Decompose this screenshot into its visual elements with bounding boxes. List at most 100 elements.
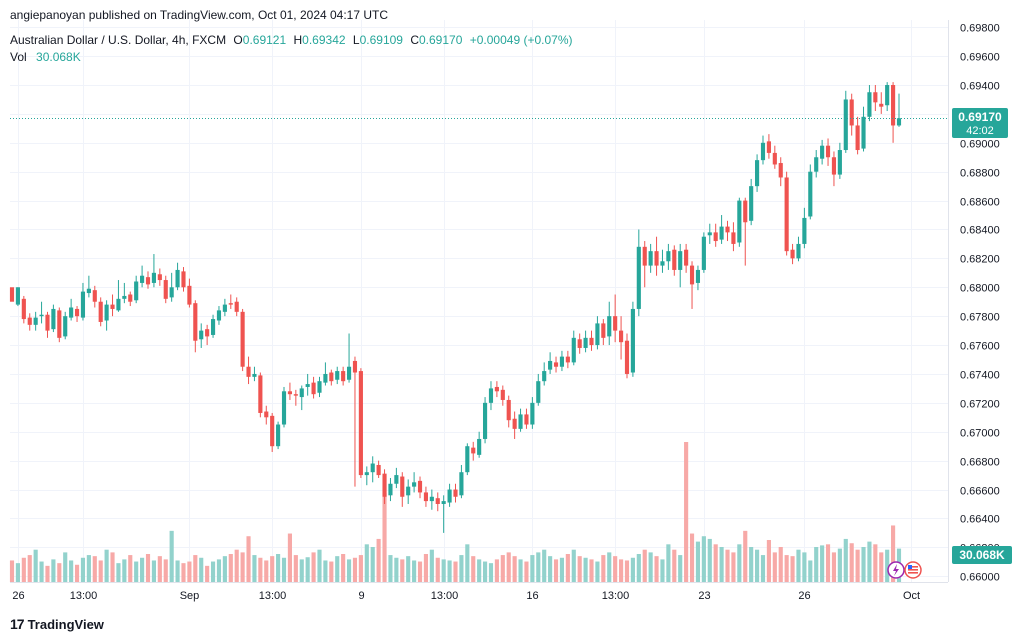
candle-body (382, 473, 387, 497)
candle-body (689, 265, 695, 285)
volume-bar (814, 547, 819, 582)
flag-stripe (908, 572, 918, 574)
price-tick-label: 0.68400 (960, 225, 1000, 237)
volume-bar (790, 556, 795, 582)
candle-body (429, 496, 434, 502)
candle-body (258, 375, 263, 413)
volume-bar (867, 541, 872, 582)
flag-stripe (908, 569, 918, 571)
volume-bar (435, 557, 440, 582)
price-axis[interactable]: 0.698000.696000.694000.692000.690000.688… (960, 23, 1000, 584)
volume-legend[interactable]: Vol 30.068K (10, 50, 81, 64)
candle-body (252, 373, 257, 377)
volume-bar (642, 549, 647, 582)
candle-body (358, 371, 363, 476)
volume-bar (63, 552, 68, 582)
candle-body (613, 316, 618, 331)
tradingview-logo-icon: 17 (10, 616, 25, 632)
volume-bar (376, 538, 381, 582)
volume-bar (831, 552, 837, 582)
candle-body (15, 287, 20, 305)
volume-bar (423, 554, 429, 582)
candle-body (630, 308, 635, 373)
time-axis[interactable]: 26 13:00 Sep 13:00 9 13:00 16 13:00 23 26 Oct (12, 590, 920, 602)
last-price-value: 0.69170 (958, 110, 1002, 124)
candle-body (719, 226, 724, 240)
candle-body (27, 317, 32, 325)
event-icons[interactable] (887, 561, 922, 579)
candle-body (216, 310, 222, 321)
volume-bar (459, 555, 464, 582)
candle-body (145, 277, 151, 285)
volume-bar (45, 565, 50, 582)
candle-body (157, 274, 162, 281)
candle-body (849, 99, 854, 126)
candle-body (317, 381, 322, 393)
candle-body (837, 150, 842, 175)
candle-body (151, 272, 156, 283)
close-label: C (410, 33, 419, 47)
volume-bar (216, 559, 222, 582)
candle-body (199, 330, 204, 340)
price-tick-label: 0.69000 (960, 139, 1000, 151)
volume-bar (210, 561, 216, 582)
volume-bar (317, 549, 322, 582)
volume-bar (607, 552, 612, 582)
candle-body (642, 246, 647, 266)
volume-bar (512, 556, 517, 582)
candle-body (867, 92, 872, 117)
time-tick-label: 13:00 (259, 590, 287, 602)
volume-bar (707, 538, 712, 582)
volume-bar (701, 536, 706, 582)
candle-body (210, 319, 216, 335)
volume-bar (51, 559, 56, 582)
volume-bar (21, 557, 26, 582)
volume-bar (820, 545, 825, 582)
published-line: angiepanoyan published on TradingView.co… (10, 8, 389, 22)
volume-bar (33, 549, 38, 582)
candle-body (820, 145, 825, 159)
time-tick-label: Oct (903, 590, 920, 602)
candle-body (246, 366, 251, 377)
volume-bar (589, 559, 594, 582)
candle-body (636, 246, 641, 309)
volume-bar (743, 530, 748, 582)
candle-body (240, 311, 245, 367)
tradingview-brand[interactable]: 17 TradingView (10, 616, 104, 632)
candle-body (648, 251, 653, 266)
symbol-legend[interactable]: Australian Dollar / U.S. Dollar, 4h, FXC… (10, 33, 572, 47)
volume-bar (482, 561, 488, 582)
candle-body (222, 304, 227, 312)
price-tick-label: 0.66800 (960, 457, 1000, 469)
volume-bar (518, 559, 523, 582)
candle-body (891, 85, 896, 126)
volume-bar (74, 564, 80, 582)
candle-body (660, 261, 665, 266)
volume-bar (719, 547, 724, 582)
volume-bar (429, 549, 434, 582)
candle-body (553, 362, 559, 367)
candle-body (453, 489, 458, 497)
time-tick-label: Sep (180, 590, 200, 602)
candle-body (400, 476, 405, 497)
price-tick-label: 0.68600 (960, 197, 1000, 209)
last-price-badge-bg (952, 108, 1008, 138)
candle-body (74, 308, 80, 317)
volume-bar (92, 556, 97, 582)
volume-bar (559, 557, 565, 582)
candle-body (187, 285, 192, 305)
volume-bar (104, 549, 109, 582)
volume-bar (465, 544, 470, 582)
candle-body (713, 232, 718, 242)
price-tick-label: 0.68200 (960, 254, 1000, 266)
volume-bar (187, 561, 192, 582)
candle-body (488, 388, 494, 403)
volume-bar (630, 557, 635, 582)
candle-body (45, 314, 50, 331)
volume-bar (749, 547, 754, 582)
price-tick-label: 0.67000 (960, 428, 1000, 440)
candle-body (512, 418, 517, 429)
candle-body (33, 317, 38, 325)
candle-body (885, 85, 890, 106)
